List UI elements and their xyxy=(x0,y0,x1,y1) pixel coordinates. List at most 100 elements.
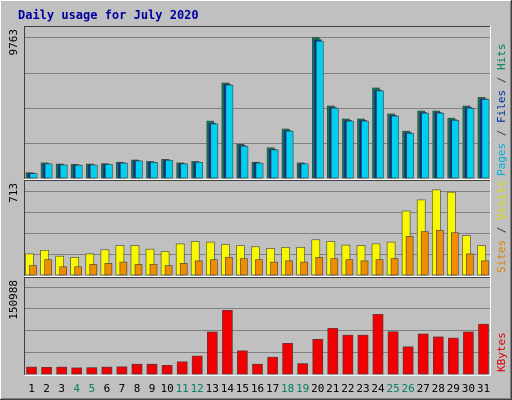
bar-kbytes-day-9 xyxy=(146,363,158,375)
x-tick-day-16: 16 xyxy=(251,382,264,395)
bar-kbytes-day-18 xyxy=(282,342,293,375)
bar-kbytes-day-10 xyxy=(161,364,173,375)
legend-entry: Hits xyxy=(495,44,508,71)
bar-sites-day-9 xyxy=(149,264,158,276)
x-tick-day-24: 24 xyxy=(371,382,385,395)
bar-kbytes-day-28 xyxy=(432,336,444,375)
bar-sites-day-18 xyxy=(285,260,293,276)
legend-entry: Files xyxy=(495,90,508,123)
x-tick-day-3: 3 xyxy=(58,382,65,395)
bar-kbytes-day-13 xyxy=(207,331,218,375)
bar-kbytes-day-23 xyxy=(357,334,369,375)
bar-pages-day-14 xyxy=(225,84,234,179)
bar-kbytes-day-31 xyxy=(478,323,489,375)
bar-kbytes-day-15 xyxy=(237,350,248,375)
bar-sites-day-12 xyxy=(194,260,203,276)
bar-pages-day-16 xyxy=(255,162,264,179)
bar-kbytes-day-7 xyxy=(116,366,128,375)
bar-pages-day-6 xyxy=(105,164,113,179)
bar-pages-day-31 xyxy=(481,99,490,179)
legend-entry: Visits xyxy=(495,180,508,220)
bar-kbytes-day-16 xyxy=(252,363,263,375)
x-tick-day-17: 17 xyxy=(266,382,279,395)
bar-pages-day-15 xyxy=(240,146,249,179)
bar-kbytes-day-3 xyxy=(56,366,68,375)
bar-pages-day-2 xyxy=(44,163,53,179)
bar-pages-day-23 xyxy=(361,120,369,179)
panel-legend: Pages / Files / Hits xyxy=(495,44,508,177)
visits-panel: 713 Sites / Visits xyxy=(7,180,508,277)
bar-sites-day-26 xyxy=(405,236,414,276)
x-tick-day-7: 7 xyxy=(119,382,126,395)
bar-sites-day-23 xyxy=(360,260,369,276)
x-tick-day-22: 22 xyxy=(341,382,354,395)
x-tick-day-8: 8 xyxy=(134,382,141,395)
x-tick-day-28: 28 xyxy=(432,382,445,395)
x-tick-day-11: 11 xyxy=(176,382,189,395)
chart-panels: 9763 Pages / Files / Hits 713 Sites / Visit… xyxy=(7,26,508,376)
x-tick-day-29: 29 xyxy=(447,382,460,395)
bar-sites-day-5 xyxy=(89,264,98,276)
x-tick-day-30: 30 xyxy=(462,382,475,395)
bar-pages-day-27 xyxy=(421,112,430,179)
bar-pages-day-13 xyxy=(210,123,219,179)
kbytes-panel: 150988 KBytes xyxy=(7,277,508,376)
legend-entry: Pages xyxy=(495,143,508,176)
panel-legend: Sites / Visits xyxy=(495,180,508,273)
bar-sites-day-4 xyxy=(74,266,82,276)
bar-kbytes-day-8 xyxy=(131,363,143,375)
bar-pages-day-30 xyxy=(466,107,475,179)
bar-pages-day-18 xyxy=(285,130,294,179)
legend-entry: Sites xyxy=(495,240,508,273)
bar-sites-day-21 xyxy=(330,258,339,276)
bar-pages-day-21 xyxy=(330,107,339,179)
bar-sites-day-28 xyxy=(435,230,444,276)
x-tick-day-5: 5 xyxy=(88,382,95,395)
bar-pages-day-25 xyxy=(391,115,399,179)
bar-sites-day-14 xyxy=(225,257,233,276)
bar-sites-day-24 xyxy=(375,259,384,276)
x-tick-day-20: 20 xyxy=(311,382,324,395)
y-max-label: 713 xyxy=(7,183,20,203)
bar-sites-day-11 xyxy=(179,262,188,276)
bar-kbytes-day-22 xyxy=(342,334,354,375)
bar-sites-day-15 xyxy=(240,258,248,276)
x-tick-day-2: 2 xyxy=(43,382,50,395)
bar-kbytes-day-29 xyxy=(447,337,459,375)
chart-title: Daily usage for July 2020 xyxy=(18,8,199,22)
bar-pages-day-12 xyxy=(195,162,203,179)
bar-kbytes-day-30 xyxy=(463,331,474,375)
x-tick-day-9: 9 xyxy=(149,382,156,395)
bar-kbytes-day-26 xyxy=(402,346,414,375)
bar-sites-day-20 xyxy=(315,257,324,276)
bar-sites-day-2 xyxy=(44,259,52,276)
x-tick-day-18: 18 xyxy=(281,382,294,395)
legend-entry: KBytes xyxy=(495,332,508,372)
bar-sites-day-10 xyxy=(164,265,173,276)
bar-sites-day-1 xyxy=(29,265,37,276)
x-tick-day-6: 6 xyxy=(104,382,111,395)
x-tick-day-10: 10 xyxy=(160,382,173,395)
legend-entry: / xyxy=(495,220,508,240)
x-tick-day-23: 23 xyxy=(356,382,369,395)
bar-pages-day-10 xyxy=(165,160,173,179)
hits-panel: 9763 Pages / Files / Hits xyxy=(7,26,508,180)
bar-sites-day-30 xyxy=(466,253,474,276)
bar-pages-day-5 xyxy=(90,164,98,179)
bar-kbytes-day-17 xyxy=(267,356,278,375)
bar-kbytes-day-24 xyxy=(372,314,384,375)
x-tick-day-21: 21 xyxy=(326,382,339,395)
bar-pages-day-17 xyxy=(270,149,279,179)
bar-pages-day-20 xyxy=(315,40,324,179)
bar-kbytes-day-12 xyxy=(191,355,203,375)
bar-pages-day-4 xyxy=(74,165,83,179)
bar-kbytes-day-6 xyxy=(101,366,113,375)
bar-pages-day-9 xyxy=(150,162,158,179)
bar-sites-day-27 xyxy=(420,231,429,276)
x-tick-day-25: 25 xyxy=(386,382,399,395)
bar-kbytes-day-14 xyxy=(222,309,233,375)
bar-sites-day-17 xyxy=(270,261,278,276)
bar-sites-day-31 xyxy=(481,260,489,276)
x-tick-day-27: 27 xyxy=(417,382,430,395)
bar-kbytes-day-11 xyxy=(176,361,188,375)
